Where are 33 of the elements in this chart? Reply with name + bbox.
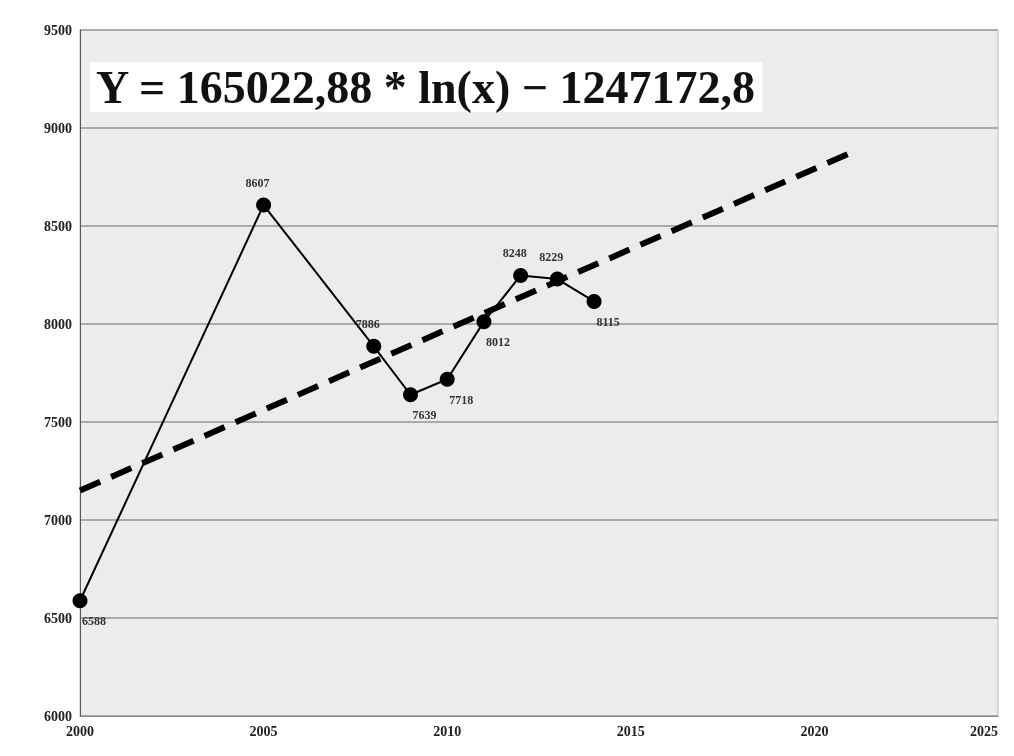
point	[366, 338, 382, 354]
x-tick-label: 2005	[249, 723, 278, 739]
data-label: 6588	[82, 614, 106, 629]
data-label: 8012	[485, 335, 510, 350]
x-tick-label: 2000	[66, 723, 94, 739]
y-tick-label: 6000	[44, 708, 72, 724]
data-label: 7718	[449, 392, 474, 407]
y-tick-label: 8500	[44, 218, 72, 234]
point	[403, 387, 418, 403]
point	[476, 314, 492, 330]
x-tick-label: 2025	[970, 723, 998, 739]
data-label: 8229	[539, 249, 564, 264]
data-label: 8115	[596, 314, 620, 329]
text: Y = 165022,88 * ln(x) − 1247172,8	[96, 61, 755, 113]
y-tick-label: 9000	[44, 120, 72, 136]
point	[586, 293, 602, 309]
point	[549, 271, 565, 287]
data-label: 7886	[355, 316, 380, 331]
y-tick-label: 8000	[44, 316, 72, 332]
point	[72, 593, 88, 609]
point	[439, 371, 455, 387]
data-label: 7639	[412, 408, 437, 423]
point	[256, 197, 272, 213]
data-label: 8607	[245, 175, 270, 190]
y-tick-label: 9500	[44, 22, 72, 38]
y-tick-label: 6500	[44, 610, 72, 626]
x-tick-label: 2010	[433, 723, 462, 739]
data-label: 8248	[502, 245, 527, 260]
x-tick-label: 2015	[616, 723, 645, 739]
point	[513, 267, 529, 283]
x-tick-label: 2020	[800, 723, 829, 739]
y-tick-label: 7000	[44, 512, 72, 528]
y-tick-label: 7500	[44, 414, 72, 430]
